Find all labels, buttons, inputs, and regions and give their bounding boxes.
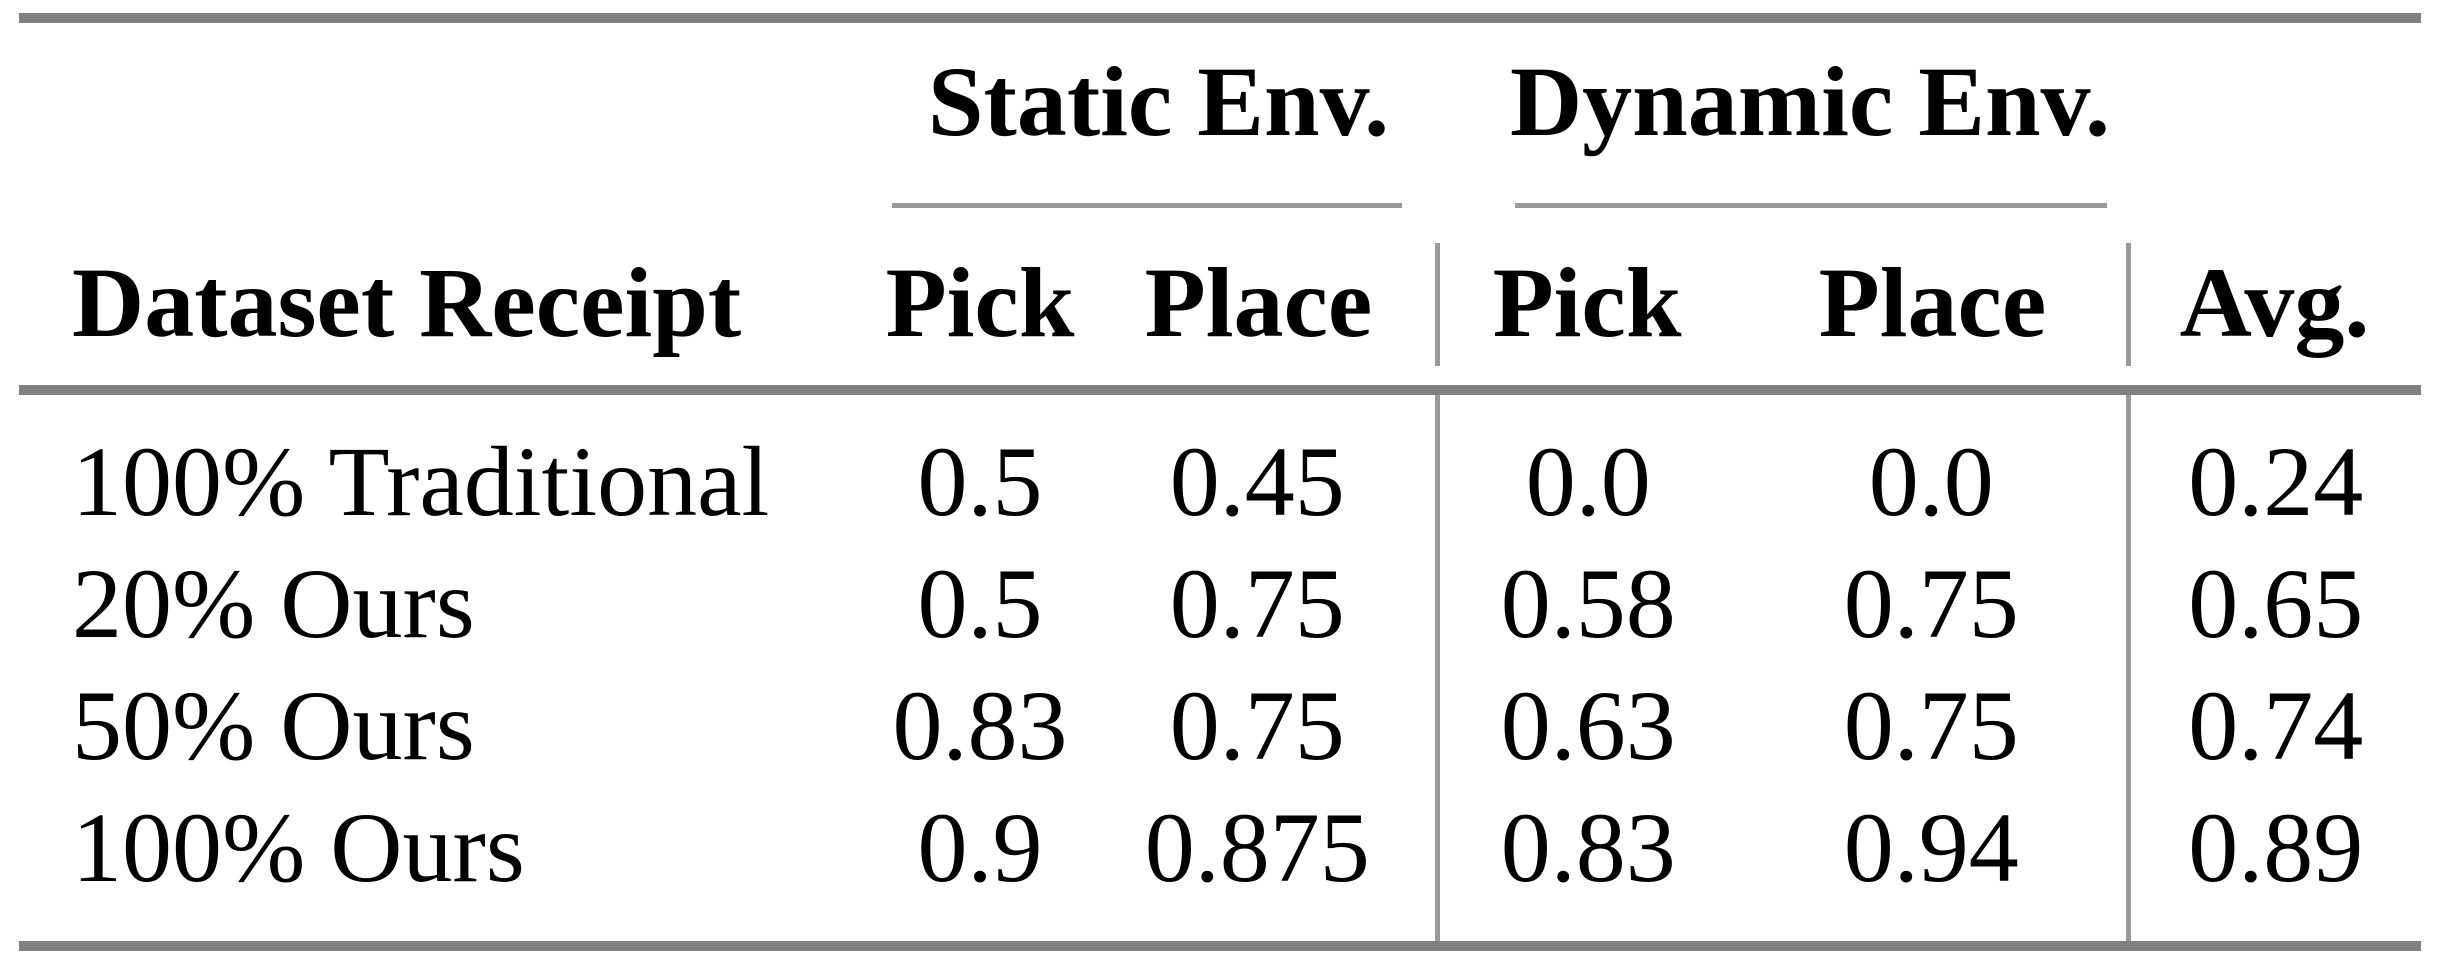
- bottom-rule: [19, 941, 2421, 951]
- cell-dynamic-pick: 0.83: [1500, 791, 1676, 903]
- row-label: 20% Ours: [72, 547, 475, 659]
- cell-dynamic-place: 0.94: [1737, 786, 2131, 908]
- cell-avg: 0.65: [2188, 547, 2364, 659]
- cmidrule-static: [892, 180, 1402, 208]
- header-dataset-receipt: Dataset Receipt: [72, 247, 742, 358]
- top-rule-row: [19, 13, 2421, 23]
- body-spacer-top: [19, 395, 2421, 420]
- cell-avg: 0.89: [2188, 791, 2364, 903]
- table-row-100-traditional: 100% Traditional 0.5 0.45 0.0 0.0 0.24: [19, 420, 2421, 542]
- column-header-row: Dataset Receipt Pick Place Pick Place Av…: [19, 220, 2421, 385]
- cell-static-place: 0.45: [1080, 420, 1440, 542]
- cell-dynamic-place: 0.75: [1737, 664, 2131, 786]
- cmidrule-row: [19, 180, 2421, 220]
- group-header-row: Static Env. Dynamic Env.: [19, 23, 2421, 180]
- cell-avg: 0.74: [2188, 669, 2364, 781]
- row-label: 100% Ours: [72, 791, 525, 903]
- body-spacer-bottom: [19, 908, 2421, 941]
- cell-static-pick: 0.9: [917, 791, 1043, 903]
- bottom-rule-row: [19, 941, 2421, 951]
- row-label: 100% Traditional: [72, 425, 770, 537]
- cell-static-place: 0.75: [1080, 664, 1440, 786]
- cmid-spacer-left: [19, 180, 880, 220]
- header-dynamic-place: Place: [1737, 220, 2131, 385]
- header-dynamic-pick: Pick: [1492, 247, 1682, 358]
- top-rule: [19, 13, 2421, 23]
- header-avg: Avg.: [2179, 247, 2370, 358]
- cell-static-pick: 0.5: [917, 425, 1043, 537]
- cell-static-pick: 0.83: [892, 669, 1068, 781]
- mid-rule: [19, 385, 2421, 395]
- cmidrule-dynamic: [1515, 180, 2107, 208]
- table-row-50-ours: 50% Ours 0.83 0.75 0.63 0.75 0.74: [19, 664, 2421, 786]
- results-table: Static Env. Dynamic Env. Dataset Receipt…: [19, 13, 2421, 951]
- cell-dynamic-pick: 0.0: [1525, 425, 1651, 537]
- group-spacer-left: [19, 23, 880, 180]
- cell-static-place: 0.75: [1080, 542, 1440, 664]
- cell-dynamic-place: 0.0: [1737, 420, 2131, 542]
- cmid-spacer-right: [2128, 180, 2421, 220]
- cell-static-place: 0.875: [1080, 786, 1440, 908]
- group-spacer-right: [2128, 23, 2421, 180]
- group-header-static-env: Static Env.: [927, 46, 1390, 157]
- cell-dynamic-pick: 0.58: [1500, 547, 1676, 659]
- row-label: 50% Ours: [72, 669, 475, 781]
- cell-dynamic-pick: 0.63: [1500, 669, 1676, 781]
- header-static-pick: Pick: [885, 247, 1075, 358]
- cell-static-pick: 0.5: [917, 547, 1043, 659]
- mid-rule-row: [19, 385, 2421, 395]
- cell-avg: 0.24: [2188, 425, 2364, 537]
- table-row-20-ours: 20% Ours 0.5 0.75 0.58 0.75 0.65: [19, 542, 2421, 664]
- cell-dynamic-place: 0.75: [1737, 542, 2131, 664]
- table-row-100-ours: 100% Ours 0.9 0.875 0.83 0.94 0.89: [19, 786, 2421, 908]
- group-header-dynamic-env: Dynamic Env.: [1509, 46, 2111, 157]
- header-static-place: Place: [1080, 220, 1440, 385]
